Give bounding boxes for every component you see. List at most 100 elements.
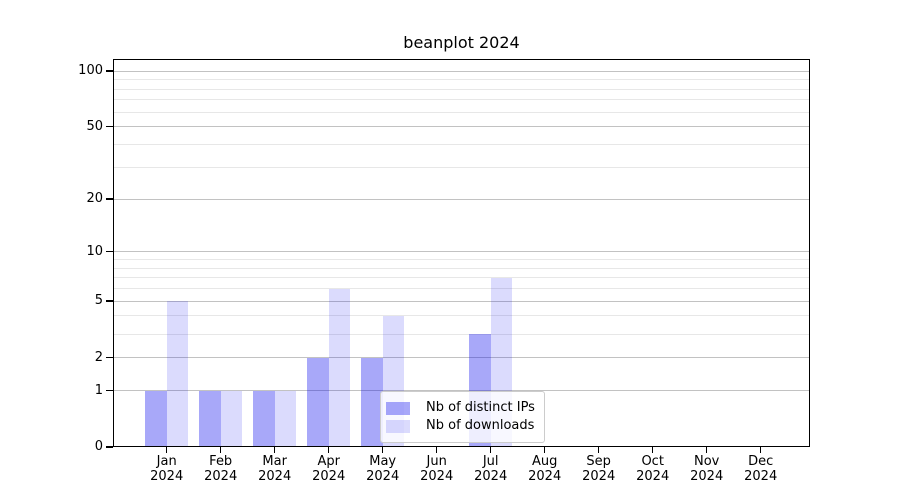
month-name: Jul — [482, 454, 499, 469]
x-tick-mark-sep — [597, 447, 600, 453]
gridline-major-50 — [113, 126, 810, 128]
gridline-minor-60 — [113, 111, 810, 113]
legend-label-downloads: Nb of downloads — [426, 418, 535, 433]
x-tick-label-jun: Jun 2024 — [405, 454, 469, 484]
legend-label-distinct-ips: Nb of distinct IPs — [426, 400, 535, 415]
month-name: Sep — [586, 454, 611, 469]
gridline-minor-4 — [113, 315, 810, 317]
legend-entry-downloads: Nb of downloads — [386, 418, 535, 434]
y-tick-mark-20 — [106, 198, 113, 200]
gridline-minor-7 — [113, 277, 810, 279]
x-tick-label-feb: Feb 2024 — [189, 454, 253, 484]
month-name: Feb — [209, 454, 233, 469]
y-tick-label-50: 50 — [86, 118, 103, 134]
x-tick-mark-oct — [651, 447, 654, 453]
legend: Nb of distinct IPs Nb of downloads — [380, 391, 545, 443]
bar-distinct-ips-jan — [145, 390, 167, 447]
month-year: 2024 — [690, 469, 724, 484]
gridline-minor-80 — [113, 88, 810, 90]
y-tick-mark-50 — [106, 125, 113, 128]
x-tick-mark-jan — [165, 447, 168, 453]
month-year: 2024 — [474, 469, 508, 484]
gridline-major-10 — [113, 251, 810, 253]
y-tick-mark-5 — [106, 300, 113, 302]
bar-distinct-ips-mar — [253, 390, 275, 447]
x-tick-label-may: May 2024 — [351, 454, 415, 484]
gridline-minor-40 — [113, 144, 810, 146]
y-tick-label-100: 100 — [78, 63, 103, 79]
month-year: 2024 — [312, 469, 346, 484]
x-tick-mark-feb — [219, 447, 222, 453]
x-tick-mark-apr — [327, 447, 330, 453]
month-year: 2024 — [366, 469, 400, 484]
y-tick-label-0: 0 — [94, 439, 103, 454]
month-year: 2024 — [150, 469, 184, 484]
y-tick-label-5: 5 — [94, 293, 103, 309]
month-year: 2024 — [636, 469, 670, 484]
bar-downloads-apr — [328, 288, 351, 447]
month-name: Jan — [156, 454, 177, 469]
month-name: Aug — [531, 454, 558, 469]
gridline-minor-70 — [113, 99, 810, 101]
y-tick-label-20: 20 — [86, 191, 103, 207]
gridline-major-100 — [113, 70, 810, 72]
month-name: Dec — [748, 454, 774, 469]
x-tick-mark-may — [381, 447, 384, 453]
x-tick-mark-jul — [489, 447, 492, 453]
y-tick-mark-10 — [106, 250, 113, 253]
gridline-minor-6 — [113, 288, 810, 290]
month-year: 2024 — [582, 469, 616, 484]
x-tick-mark-mar — [273, 447, 276, 453]
month-year: 2024 — [420, 469, 454, 484]
x-tick-mark-nov — [705, 447, 708, 453]
month-name: Jun — [426, 454, 447, 469]
plot-border — [113, 59, 810, 447]
bar-distinct-ips-apr — [307, 357, 329, 447]
gridline-minor-30 — [113, 166, 810, 168]
gridline-major-20 — [113, 198, 810, 200]
x-tick-label-mar: Mar 2024 — [243, 454, 307, 484]
y-tick-label-2: 2 — [94, 349, 103, 365]
month-name: Apr — [317, 454, 340, 469]
month-year: 2024 — [528, 469, 562, 484]
month-year: 2024 — [258, 469, 292, 484]
y-tick-label-10: 10 — [86, 243, 103, 259]
gridline-major-1 — [113, 390, 810, 392]
x-tick-label-nov: Nov 2024 — [675, 454, 739, 484]
x-tick-label-aug: Aug 2024 — [513, 454, 577, 484]
y-tick-mark-100 — [106, 70, 113, 72]
x-tick-mark-aug — [543, 447, 546, 453]
month-name: Mar — [262, 454, 287, 469]
x-tick-label-oct: Oct 2024 — [621, 454, 685, 484]
x-tick-label-apr: Apr 2024 — [297, 454, 361, 484]
gridline-minor-8 — [113, 267, 810, 269]
y-tick-mark-1 — [106, 389, 113, 392]
month-year: 2024 — [204, 469, 238, 484]
gridline-minor-3 — [113, 333, 810, 335]
y-tick-mark-0 — [106, 446, 113, 448]
month-year: 2024 — [744, 469, 778, 484]
gridline-minor-90 — [113, 79, 810, 81]
month-name: Oct — [641, 454, 664, 469]
legend-swatch-distinct-ips — [386, 401, 410, 415]
x-tick-label-jul: Jul 2024 — [459, 454, 523, 484]
bar-distinct-ips-feb — [199, 390, 221, 447]
x-tick-label-jan: Jan 2024 — [135, 454, 199, 484]
bar-downloads-mar — [274, 390, 297, 447]
x-tick-mark-dec — [759, 447, 762, 453]
x-tick-label-sep: Sep 2024 — [567, 454, 631, 484]
x-tick-mark-jun — [435, 447, 438, 453]
plot-area — [113, 59, 810, 447]
y-tick-mark-2 — [106, 356, 113, 359]
bar-distinct-ips-may — [361, 357, 383, 447]
chart-title: beanplot 2024 — [403, 33, 520, 52]
x-tick-label-dec: Dec 2024 — [729, 454, 793, 484]
gridline-minor-9 — [113, 259, 810, 260]
month-name: Nov — [694, 454, 720, 469]
y-tick-label-1: 1 — [94, 382, 103, 398]
legend-swatch-downloads — [386, 419, 410, 433]
bar-downloads-feb — [220, 390, 243, 447]
gridline-major-5 — [113, 300, 810, 302]
month-name: May — [369, 454, 397, 469]
